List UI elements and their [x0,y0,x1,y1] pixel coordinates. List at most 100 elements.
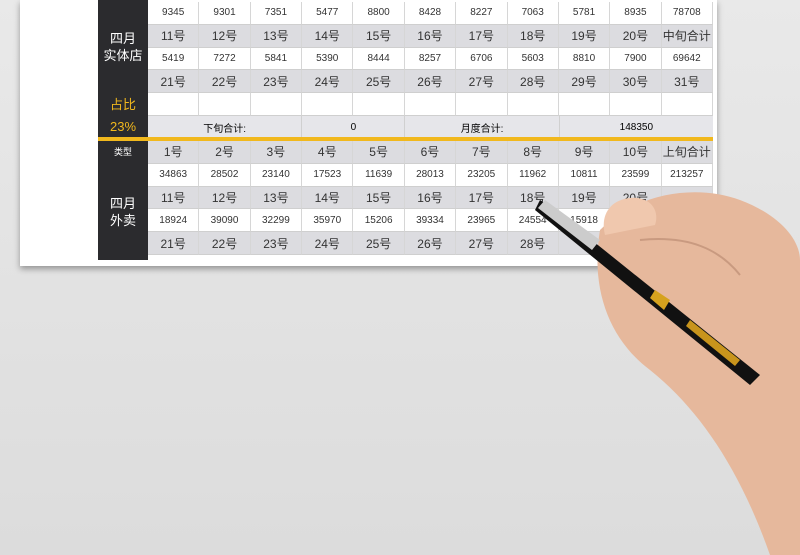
cell[interactable]: 213257 [661,163,713,187]
cell[interactable]: 5号 [353,141,405,164]
cell[interactable]: 23号 [250,70,303,94]
cell[interactable]: 15918 [558,209,611,233]
cell[interactable]: 22号 [199,232,251,255]
cell[interactable] [302,93,354,116]
cell[interactable]: 8257 [404,47,457,71]
cell[interactable]: 9345 [148,2,200,25]
cell[interactable]: 23号 [250,232,303,255]
cell[interactable] [199,93,251,116]
cell[interactable]: 13号 [250,24,303,48]
cell[interactable]: 7272 [199,47,251,71]
cell[interactable]: 12号 [199,24,251,48]
cell[interactable]: 18924 [148,209,200,233]
cell[interactable]: 39090 [199,209,251,233]
cell[interactable]: 17号 [456,24,508,48]
cell[interactable]: 15206 [353,209,405,233]
cell[interactable] [558,93,611,116]
cell[interactable]: 27号 [456,232,508,255]
cell[interactable] [661,209,713,233]
cell[interactable]: 27号 [456,70,508,94]
cell[interactable]: 11639 [353,163,405,187]
cell[interactable] [404,93,457,116]
cell[interactable]: 15号 [353,186,405,210]
cell[interactable]: 7351 [250,2,303,25]
cell[interactable]: 22号 [199,70,251,94]
cell[interactable]: 16号 [404,24,457,48]
cell[interactable]: 8935 [610,2,662,25]
cell[interactable]: 24号 [302,70,354,94]
cell[interactable]: 28013 [404,163,457,187]
cell[interactable]: 1号 [148,141,200,164]
cell[interactable]: 17号 [456,186,508,210]
cell[interactable]: 中旬合计 [661,24,713,48]
cell[interactable]: 28502 [199,163,251,187]
cell[interactable]: 8227 [456,2,508,25]
cell[interactable] [456,93,508,116]
cell[interactable]: 21号 [148,70,200,94]
cell[interactable] [250,93,303,116]
cell[interactable]: 7号 [456,141,508,164]
late-total-value[interactable]: 0 [302,116,406,138]
cell[interactable] [610,232,662,255]
cell[interactable]: 26号 [404,70,457,94]
cell[interactable] [610,209,662,233]
cell[interactable]: 7063 [507,2,559,25]
cell[interactable]: 11号 [148,186,200,210]
cell[interactable]: 26号 [404,232,457,255]
cell[interactable] [353,93,405,116]
cell[interactable]: 8号 [507,141,559,164]
cell[interactable]: 2号 [199,141,251,164]
cell[interactable] [661,232,713,255]
cell[interactable]: 28号 [507,70,559,94]
cell[interactable]: 28号 [507,232,559,255]
cell[interactable]: 4号 [302,141,354,164]
cell[interactable]: 69642 [661,47,713,71]
cell[interactable]: 13号 [250,186,303,210]
cell[interactable]: 11号 [148,24,200,48]
cell[interactable]: 39334 [404,209,457,233]
cell[interactable]: 12号 [199,186,251,210]
cell[interactable]: 20号 [610,24,662,48]
cell[interactable]: 24号 [302,232,354,255]
cell[interactable]: 23205 [456,163,508,187]
cell[interactable]: 10号 [610,141,662,164]
cell[interactable]: 9301 [199,2,251,25]
cell[interactable]: 8428 [404,2,457,25]
cell[interactable]: 7900 [610,47,662,71]
cell[interactable]: 31号 [661,70,713,94]
cell[interactable]: 16号 [404,186,457,210]
cell[interactable]: 5477 [302,2,354,25]
cell[interactable] [148,93,200,116]
cell[interactable] [610,93,662,116]
cell[interactable] [507,93,559,116]
cell[interactable]: 23140 [250,163,303,187]
cell[interactable]: 29号 [558,70,611,94]
cell[interactable]: 9号 [558,141,611,164]
cell[interactable]: 19号 [558,186,611,210]
cell[interactable]: 21号 [148,232,200,255]
cell[interactable]: 14号 [302,24,354,48]
cell[interactable]: 18号 [507,24,559,48]
cell[interactable]: 8800 [353,2,405,25]
cell[interactable]: 上旬合计 [661,141,713,164]
cell[interactable]: 6706 [456,47,508,71]
cell[interactable]: 8810 [558,47,611,71]
cell[interactable]: 10811 [558,163,611,187]
cell[interactable]: 8444 [353,47,405,71]
cell[interactable]: 6号 [404,141,457,164]
cell[interactable]: 34863 [148,163,200,187]
cell[interactable]: 25号 [353,232,405,255]
cell[interactable]: 24554 [507,209,559,233]
cell[interactable]: 25号 [353,70,405,94]
cell[interactable]: 30号 [610,70,662,94]
cell[interactable]: 23965 [456,209,508,233]
cell[interactable]: 23599 [610,163,662,187]
cell[interactable]: 32299 [250,209,303,233]
cell[interactable]: 20号 [610,186,662,210]
cell[interactable]: 11962 [507,163,559,187]
cell[interactable] [558,232,611,255]
cell[interactable]: 78708 [661,2,713,25]
cell[interactable]: 18号 [507,186,559,210]
cell[interactable] [661,186,713,210]
cell[interactable]: 17523 [302,163,354,187]
